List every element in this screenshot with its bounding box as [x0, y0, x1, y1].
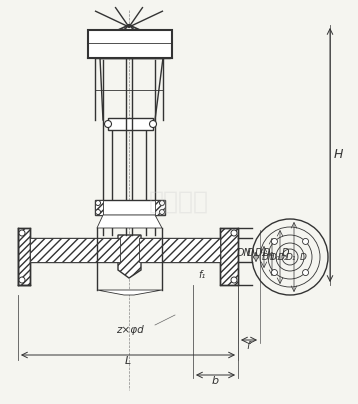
- Bar: [100, 35, 165, 53]
- Circle shape: [271, 269, 277, 276]
- Circle shape: [96, 200, 101, 206]
- Text: D₀: D₀: [246, 248, 258, 258]
- Text: D₂: D₂: [278, 252, 289, 261]
- Circle shape: [160, 200, 164, 206]
- Text: H: H: [333, 149, 343, 162]
- Circle shape: [231, 230, 237, 236]
- Bar: [108, 118, 153, 130]
- Polygon shape: [139, 238, 220, 262]
- Circle shape: [105, 120, 111, 128]
- Text: z×φd: z×φd: [116, 325, 144, 335]
- Text: D₀: D₀: [270, 252, 281, 261]
- Text: f: f: [246, 341, 250, 351]
- Bar: [88, 30, 172, 58]
- Text: L: L: [125, 356, 131, 366]
- Text: f₁: f₁: [198, 270, 205, 280]
- Circle shape: [303, 269, 309, 276]
- Text: DN: DN: [237, 248, 251, 258]
- Polygon shape: [95, 200, 103, 215]
- Circle shape: [160, 210, 164, 215]
- Polygon shape: [30, 238, 120, 262]
- Text: D: D: [281, 248, 289, 258]
- Text: 机甲阀门: 机甲阀门: [149, 190, 209, 214]
- Circle shape: [303, 238, 309, 244]
- Polygon shape: [155, 200, 165, 215]
- Bar: [95, 30, 170, 58]
- Polygon shape: [118, 235, 141, 278]
- Text: D₂: D₂: [254, 248, 266, 258]
- Circle shape: [19, 230, 25, 236]
- Circle shape: [271, 238, 277, 244]
- Polygon shape: [18, 228, 30, 285]
- Text: D₁: D₁: [286, 252, 296, 261]
- Circle shape: [231, 277, 237, 283]
- Polygon shape: [220, 228, 238, 285]
- Text: DN: DN: [262, 252, 276, 261]
- Polygon shape: [97, 290, 162, 295]
- Text: D: D: [300, 252, 307, 261]
- Text: b: b: [212, 376, 219, 386]
- Text: D₁: D₁: [262, 248, 274, 258]
- Circle shape: [96, 210, 101, 215]
- Circle shape: [150, 120, 156, 128]
- Polygon shape: [97, 215, 162, 228]
- Circle shape: [19, 277, 25, 283]
- Bar: [95, 200, 165, 215]
